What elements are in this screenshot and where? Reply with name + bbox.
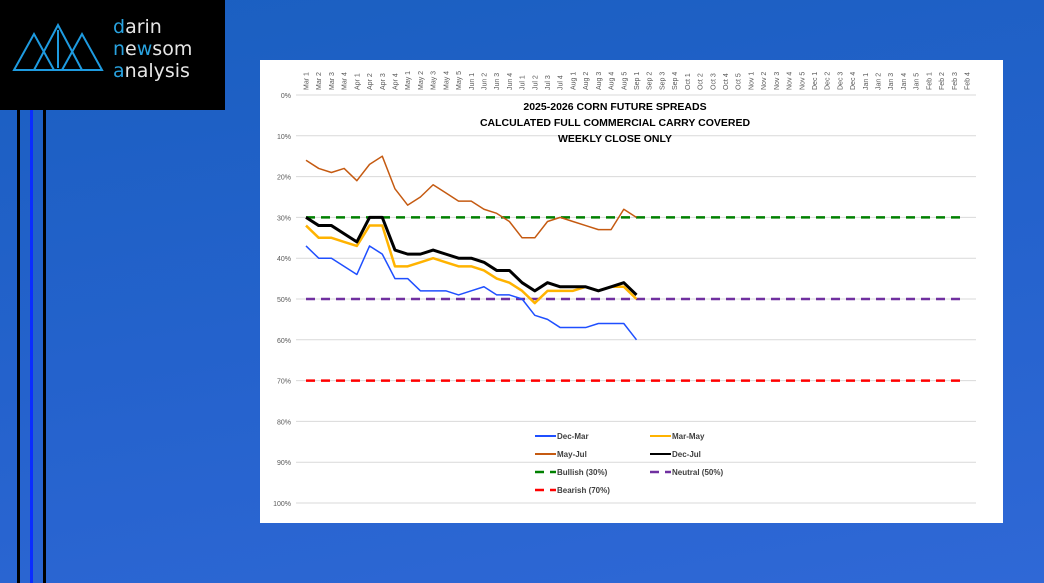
x-tick-label: Aug 2 xyxy=(583,72,590,90)
x-tick-label: Jun 1 xyxy=(469,73,476,90)
x-tick-label: Jul 4 xyxy=(558,75,565,90)
x-tick-label: Jan 1 xyxy=(863,73,870,90)
legend-label: Dec-Jul xyxy=(672,450,701,459)
x-tick-label: Jul 3 xyxy=(545,75,552,90)
x-tick-label: Jun 4 xyxy=(507,73,514,90)
x-tick-label: Aug 5 xyxy=(621,72,628,90)
x-tick-label: Sep 3 xyxy=(659,72,666,90)
chart-title: CALCULATED FULL COMMERCIAL CARRY COVERED xyxy=(480,117,751,129)
x-tick-label: Oct 5 xyxy=(736,73,743,90)
legend-label: Bearish (70%) xyxy=(557,486,610,495)
x-tick-label: Jul 1 xyxy=(520,75,527,90)
x-tick-label: Apr 2 xyxy=(367,73,374,90)
x-tick-label: Aug 3 xyxy=(596,72,603,90)
x-tick-label: Jun 3 xyxy=(494,73,501,90)
chart-title: 2025-2026 CORN FUTURE SPREADS xyxy=(523,101,706,113)
x-tick-label: Sep 1 xyxy=(634,72,641,90)
y-tick-label: 10% xyxy=(277,134,291,141)
x-tick-label: Nov 4 xyxy=(787,72,794,90)
x-tick-label: Mar 1 xyxy=(304,72,311,90)
x-tick-label: Mar 3 xyxy=(329,72,336,90)
y-tick-label: 70% xyxy=(277,379,291,386)
chart-title: WEEKLY CLOSE ONLY xyxy=(558,133,672,145)
y-tick-label: 30% xyxy=(277,215,291,222)
y-tick-label: 80% xyxy=(277,419,291,426)
x-tick-label: May 5 xyxy=(456,71,463,90)
x-tick-label: Aug 1 xyxy=(570,72,577,90)
decor-line xyxy=(17,110,20,583)
decor-line xyxy=(43,110,46,583)
x-tick-label: Dec 3 xyxy=(837,72,844,90)
x-tick-label: Nov 3 xyxy=(774,72,781,90)
x-tick-label: Nov 2 xyxy=(761,72,768,90)
x-tick-label: Jan 5 xyxy=(914,73,921,90)
y-tick-label: 100% xyxy=(273,501,291,508)
decor-line xyxy=(30,110,33,583)
y-tick-label: 40% xyxy=(277,256,291,263)
x-tick-label: Dec 4 xyxy=(850,72,857,90)
x-tick-label: Oct 2 xyxy=(698,73,705,90)
series-line-dec-jul xyxy=(305,215,638,297)
x-tick-label: May 3 xyxy=(431,71,438,90)
legend-label: Mar-May xyxy=(672,432,705,441)
chart-svg: Mar 1 Mar 2 Mar 3 Mar 4 Apr 1 Apr 2 Apr 3 Apr 4… xyxy=(273,71,976,508)
x-tick-label: Oct 1 xyxy=(685,73,692,90)
x-tick-label: Feb 3 xyxy=(952,72,959,90)
x-tick-label: Nov 1 xyxy=(748,72,755,90)
x-tick-label: Sep 4 xyxy=(672,72,679,90)
x-tick-label: Sep 2 xyxy=(647,72,654,90)
x-tick-label: Feb 2 xyxy=(939,72,946,90)
x-tick-label: Mar 2 xyxy=(316,72,323,90)
mountain-wheat-logo-icon xyxy=(12,22,104,71)
y-tick-label: 50% xyxy=(277,297,291,304)
x-tick-label: Jan 4 xyxy=(901,73,908,90)
legend-label: Bullish (30%) xyxy=(557,468,608,477)
x-tick-label: Feb 1 xyxy=(926,72,933,90)
y-tick-label: 20% xyxy=(277,175,291,182)
x-tick-label: Apr 1 xyxy=(354,73,361,90)
x-tick-label: Jun 2 xyxy=(481,73,488,90)
x-tick-label: Jan 2 xyxy=(876,73,883,90)
x-tick-label: Dec 2 xyxy=(825,72,832,90)
logo: darin newsom analysis xyxy=(0,0,225,110)
y-tick-label: 0% xyxy=(281,93,291,100)
legend-label: Dec-Mar xyxy=(557,432,589,441)
logo-text: darin newsom analysis xyxy=(113,16,193,82)
x-tick-label: Apr 4 xyxy=(392,73,399,90)
x-tick-label: May 1 xyxy=(405,71,412,90)
series-line-dec-mar xyxy=(305,245,638,341)
y-tick-label: 60% xyxy=(277,338,291,345)
x-tick-label: May 4 xyxy=(443,71,450,90)
x-tick-label: Dec 1 xyxy=(812,72,819,90)
x-tick-label: Oct 4 xyxy=(723,73,730,90)
x-tick-label: Mar 4 xyxy=(342,72,349,90)
x-tick-label: Jan 3 xyxy=(888,73,895,90)
x-tick-label: Apr 3 xyxy=(380,73,387,90)
chart: Mar 1 Mar 2 Mar 3 Mar 4 Apr 1 Apr 2 Apr 3 Apr 4… xyxy=(260,60,1003,523)
x-tick-label: Oct 3 xyxy=(710,73,717,90)
x-tick-label: Aug 4 xyxy=(609,72,616,90)
series-line-may-jul xyxy=(305,155,637,239)
y-tick-label: 90% xyxy=(277,460,291,467)
x-tick-label: Jul 2 xyxy=(532,75,539,90)
x-tick-label: May 2 xyxy=(418,71,425,90)
legend-label: May-Jul xyxy=(557,450,587,459)
x-tick-label: Nov 5 xyxy=(799,72,806,90)
x-tick-label: Feb 4 xyxy=(965,72,972,90)
legend-label: Neutral (50%) xyxy=(672,468,723,477)
